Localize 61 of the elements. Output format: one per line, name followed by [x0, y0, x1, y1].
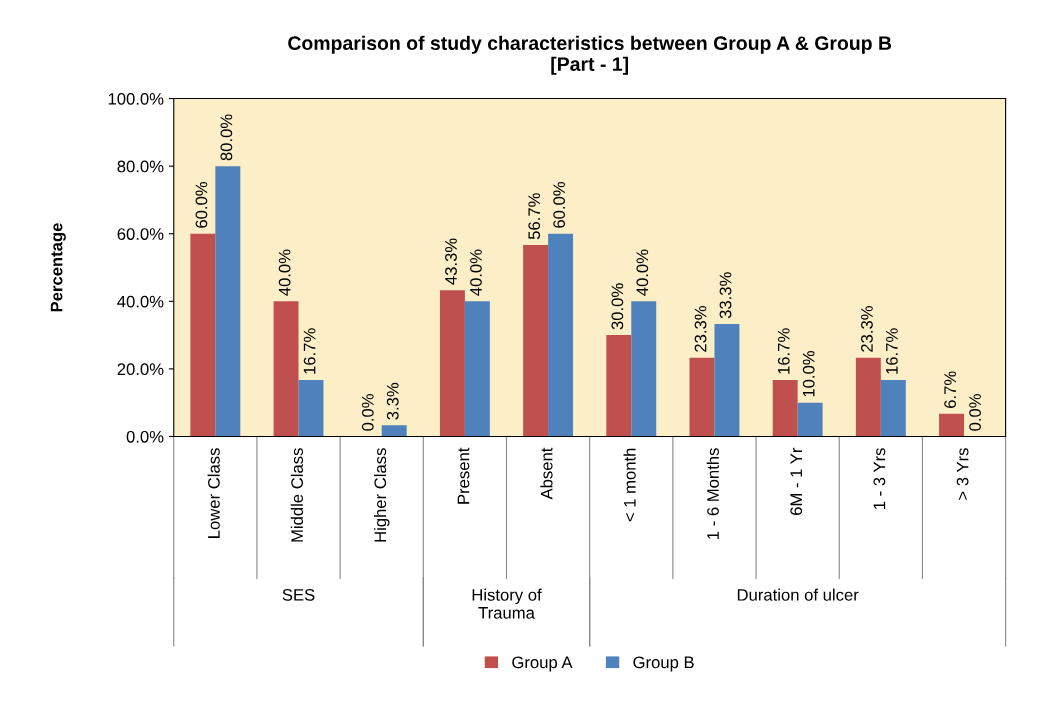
data-label: 23.3% [694, 306, 707, 352]
y-tick-label: 40.0% [117, 295, 164, 308]
bar [464, 301, 490, 437]
x-tick-label: Higher Class [373, 448, 390, 542]
bar [273, 301, 299, 437]
bar [548, 233, 574, 437]
x-tick-label: Absent [540, 447, 553, 500]
data-label: 60.0% [195, 181, 208, 228]
bar [381, 425, 407, 437]
legend-label: Group A [512, 656, 573, 672]
y-tick-label: 20.0% [117, 363, 164, 376]
data-label: 0.0% [969, 394, 981, 431]
bar [939, 413, 965, 437]
x-tick-label: Middle Class [290, 448, 303, 542]
data-label: 43.3% [445, 238, 457, 285]
bar [439, 290, 465, 437]
chart-title: Comparison of study characteristics between Group A & Group B [Part - 1] [288, 35, 892, 75]
bar [523, 244, 549, 437]
bar [606, 335, 632, 437]
data-label: 16.7% [777, 328, 790, 374]
x-tick-label: < 1 month [623, 448, 636, 522]
data-label: 6.7% [944, 371, 957, 408]
bar [880, 380, 906, 437]
text: Duration of ulcer [737, 588, 859, 601]
bar [855, 357, 881, 437]
data-label: 30.0% [611, 283, 624, 330]
data-label: 60.0% [553, 181, 566, 228]
legend-label: Group B [633, 656, 694, 672]
bar [689, 357, 715, 437]
data-label: 40.0% [470, 249, 482, 296]
y-tick-label: 0.0% [126, 430, 164, 443]
bar [190, 233, 216, 437]
x-tick-label: 1 - 6 Months [706, 448, 719, 539]
text: History of Trauma [472, 588, 542, 619]
data-label: 40.0% [278, 249, 291, 296]
y-tick-label: 60.0% [117, 228, 164, 240]
y-tick-label: 100.0% [108, 92, 164, 105]
data-label: 0.0% [361, 394, 374, 431]
y-tick-label: 80.0% [117, 160, 164, 173]
bar [298, 380, 324, 437]
data-label: 3.3% [386, 382, 399, 420]
data-label: 23.3% [861, 306, 873, 352]
data-label: 56.7% [528, 193, 541, 240]
data-label: 10.0% [802, 350, 815, 397]
x-tick-label: Lower Class [207, 448, 220, 538]
x-tick-label: 1 - 3 Yrs [873, 448, 886, 510]
text: SES [282, 588, 315, 601]
data-label: 40.0% [636, 249, 649, 296]
bar [797, 402, 823, 437]
bar [714, 323, 740, 437]
data-label: 33.3% [719, 272, 732, 319]
x-tick-label: 6M - 1 Yr [790, 447, 803, 515]
y-axis-title: Percentage [50, 223, 66, 312]
bar [772, 380, 798, 437]
x-tick-label: Present [457, 447, 470, 504]
x-tick-label: > 3 Yrs [956, 448, 969, 500]
bar [215, 166, 241, 437]
bar [631, 301, 657, 437]
data-label: 16.7% [303, 328, 316, 374]
data-label: 80.0% [220, 114, 233, 161]
data-label: 16.7% [885, 328, 898, 374]
